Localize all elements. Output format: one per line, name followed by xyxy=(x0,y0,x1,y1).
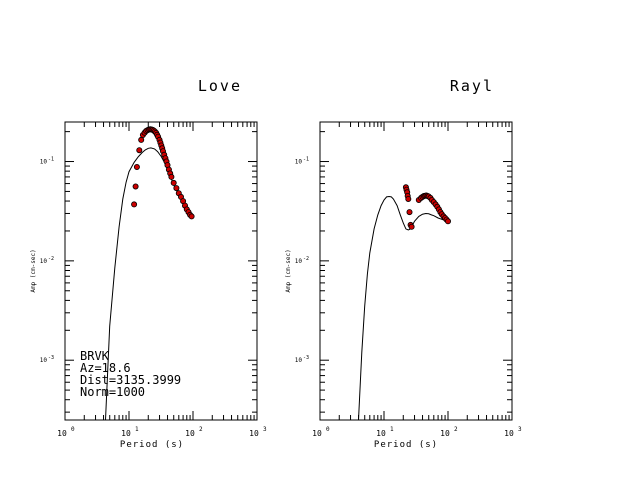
rayl-data-point xyxy=(444,218,451,225)
love-annotation-norm: Norm=1000 xyxy=(80,385,145,399)
x-tick-label-exponent: 0 xyxy=(71,426,75,433)
x-tick-label-exponent: 3 xyxy=(263,426,267,433)
y-tick-label: 10 xyxy=(40,159,48,166)
love-plot-area xyxy=(105,126,195,420)
x-tick-label-exponent: 2 xyxy=(199,426,203,433)
rayl-axes-frame xyxy=(319,121,513,421)
love-data-point xyxy=(132,183,139,190)
x-tick-label: 10 xyxy=(504,429,514,438)
rayl-tick-labels: 10 0 10 1 10 2 10 310 -310 -210 -1 xyxy=(295,157,522,438)
x-tick-label: 10 xyxy=(312,429,322,438)
love-data-point xyxy=(131,201,138,208)
rayl-title: Rayl xyxy=(450,77,494,95)
x-tick-label: 10 xyxy=(249,429,259,438)
love-data-point xyxy=(170,179,177,186)
love-data-point xyxy=(173,185,180,192)
love-title: Love xyxy=(198,77,242,95)
rayl-data-point xyxy=(408,223,415,230)
x-tick-label-exponent: 1 xyxy=(135,426,139,433)
love-axis-ticks xyxy=(64,122,258,420)
love-annotation-distance: Dist=3135.3999 xyxy=(80,373,181,387)
y-tick-label: 10 xyxy=(295,159,303,166)
y-tick-label-exponent: -2 xyxy=(303,256,309,262)
rayl-axis-ticks xyxy=(319,122,513,420)
love-annotation-station: BRVK xyxy=(80,349,110,363)
x-tick-label-exponent: 3 xyxy=(518,426,522,433)
love-annotation-azimuth: Az=18.6 xyxy=(80,361,131,375)
x-tick-label: 10 xyxy=(376,429,386,438)
y-tick-label-exponent: -3 xyxy=(48,355,54,361)
love-data-point xyxy=(138,136,145,143)
rayl-data-point xyxy=(405,195,412,202)
x-tick-label-exponent: 2 xyxy=(454,426,458,433)
y-tick-label-exponent: -1 xyxy=(48,157,54,163)
love-x-axis-label: Period (s) xyxy=(120,440,184,450)
y-tick-label-exponent: -1 xyxy=(303,157,309,163)
rayl-y-axis-label: Amp (cm-sec) xyxy=(285,249,292,292)
y-tick-label: 10 xyxy=(295,357,303,364)
love-data-point xyxy=(168,173,175,180)
love-data-point xyxy=(188,213,195,220)
x-tick-label-exponent: 0 xyxy=(326,426,330,433)
love-axes-frame xyxy=(64,121,258,421)
rayl-model-curve xyxy=(358,195,449,420)
rayl-data-point xyxy=(406,209,413,216)
y-tick-label-exponent: -2 xyxy=(48,256,54,262)
x-tick-label-exponent: 1 xyxy=(390,426,394,433)
x-tick-label: 10 xyxy=(440,429,450,438)
love-data-point xyxy=(133,163,140,170)
y-tick-label: 10 xyxy=(40,357,48,364)
y-tick-label-exponent: -3 xyxy=(303,355,309,361)
love-y-axis-label: Amp (cm-sec) xyxy=(30,249,37,292)
love-data-point xyxy=(136,147,143,154)
rayl-x-axis-label: Period (s) xyxy=(374,440,438,450)
rayl-panel: Rayl 10 0 10 1 10 2 10 310 -310 -210 -1 Period (s)… xyxy=(285,77,522,450)
y-tick-label: 10 xyxy=(295,258,303,265)
rayl-plot-area xyxy=(358,184,451,420)
x-tick-label: 10 xyxy=(121,429,131,438)
x-tick-label: 10 xyxy=(185,429,195,438)
love-panel: Love 10 0 10 1 10 2 10 310 -310 -210 -1 Period (s)… xyxy=(30,77,267,450)
x-tick-label: 10 xyxy=(57,429,67,438)
y-tick-label: 10 xyxy=(40,258,48,265)
love-tick-labels: 10 0 10 1 10 2 10 310 -310 -210 -1 xyxy=(40,157,267,438)
